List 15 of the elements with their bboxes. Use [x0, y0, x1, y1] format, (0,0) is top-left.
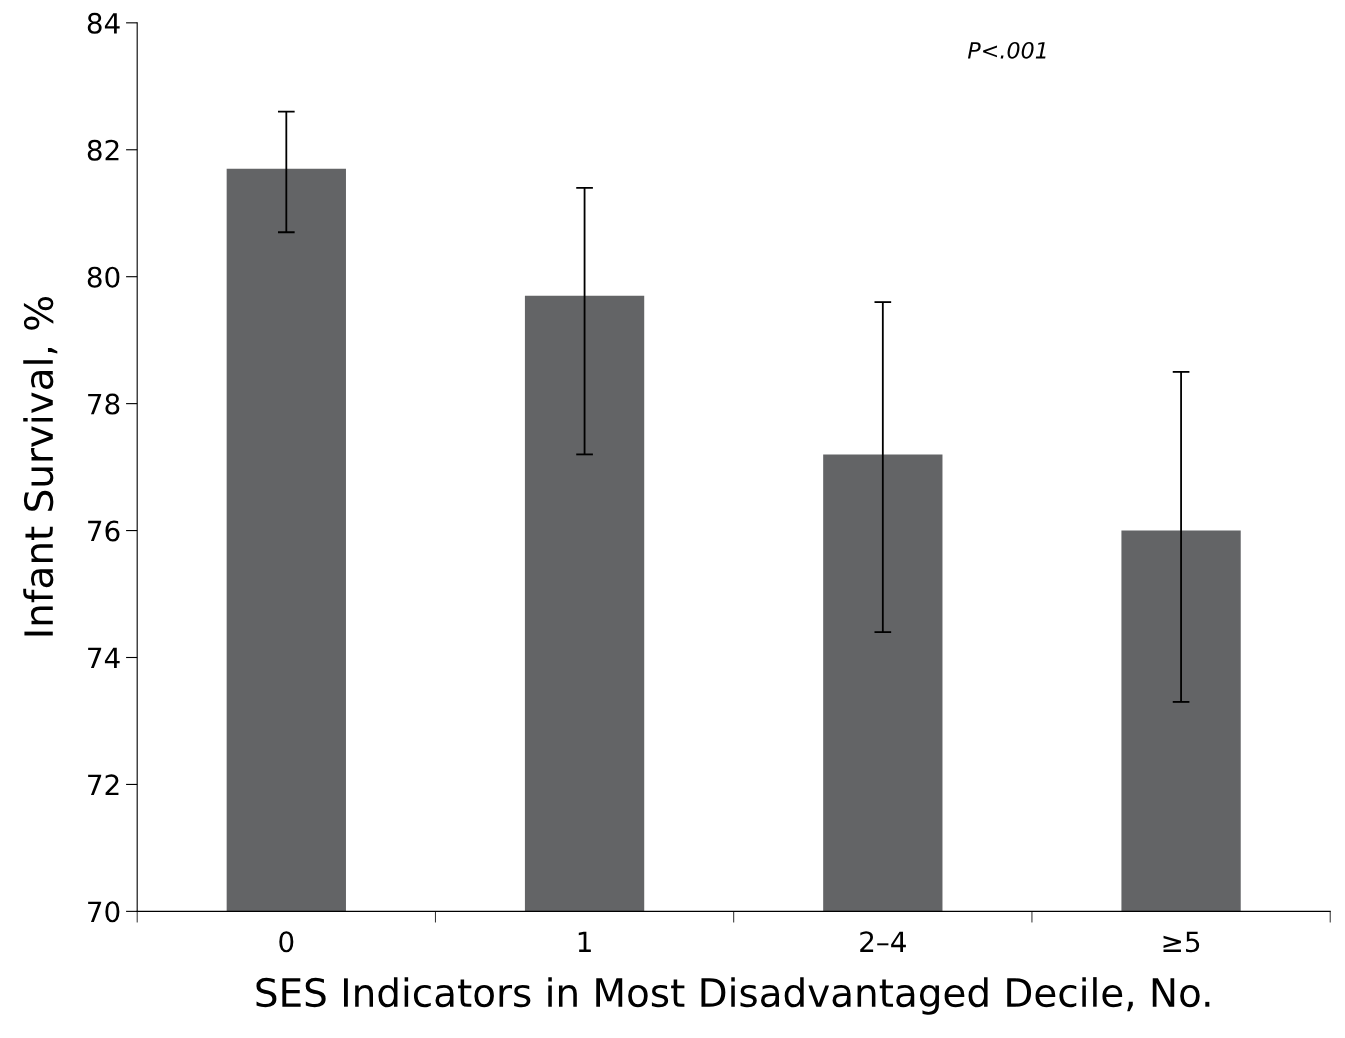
y-axis-title: Infant Survival, % [23, 297, 58, 636]
y-tick-label: 74 [88, 647, 120, 669]
y-tick-label: 78 [88, 393, 120, 415]
y-tick-label: 72 [88, 774, 119, 795]
y-tick-label: 84 [87, 12, 120, 34]
x-tick-label: ≥5 [1163, 931, 1200, 953]
annotation: P<.001 [967, 41, 1046, 59]
y-tick-label: 76 [88, 520, 120, 542]
y-tick-label: 80 [87, 266, 120, 288]
x-axis-title: SES Indicators in Most Disadvantaged Decile, No. [256, 977, 1210, 1015]
x-tick-label: 1 [578, 931, 591, 952]
x-tick-label: 2–4 [860, 931, 906, 952]
x-tick-label: 0 [279, 931, 294, 953]
y-tick-label: 82 [87, 139, 119, 161]
y-tick-label: 70 [88, 901, 120, 923]
